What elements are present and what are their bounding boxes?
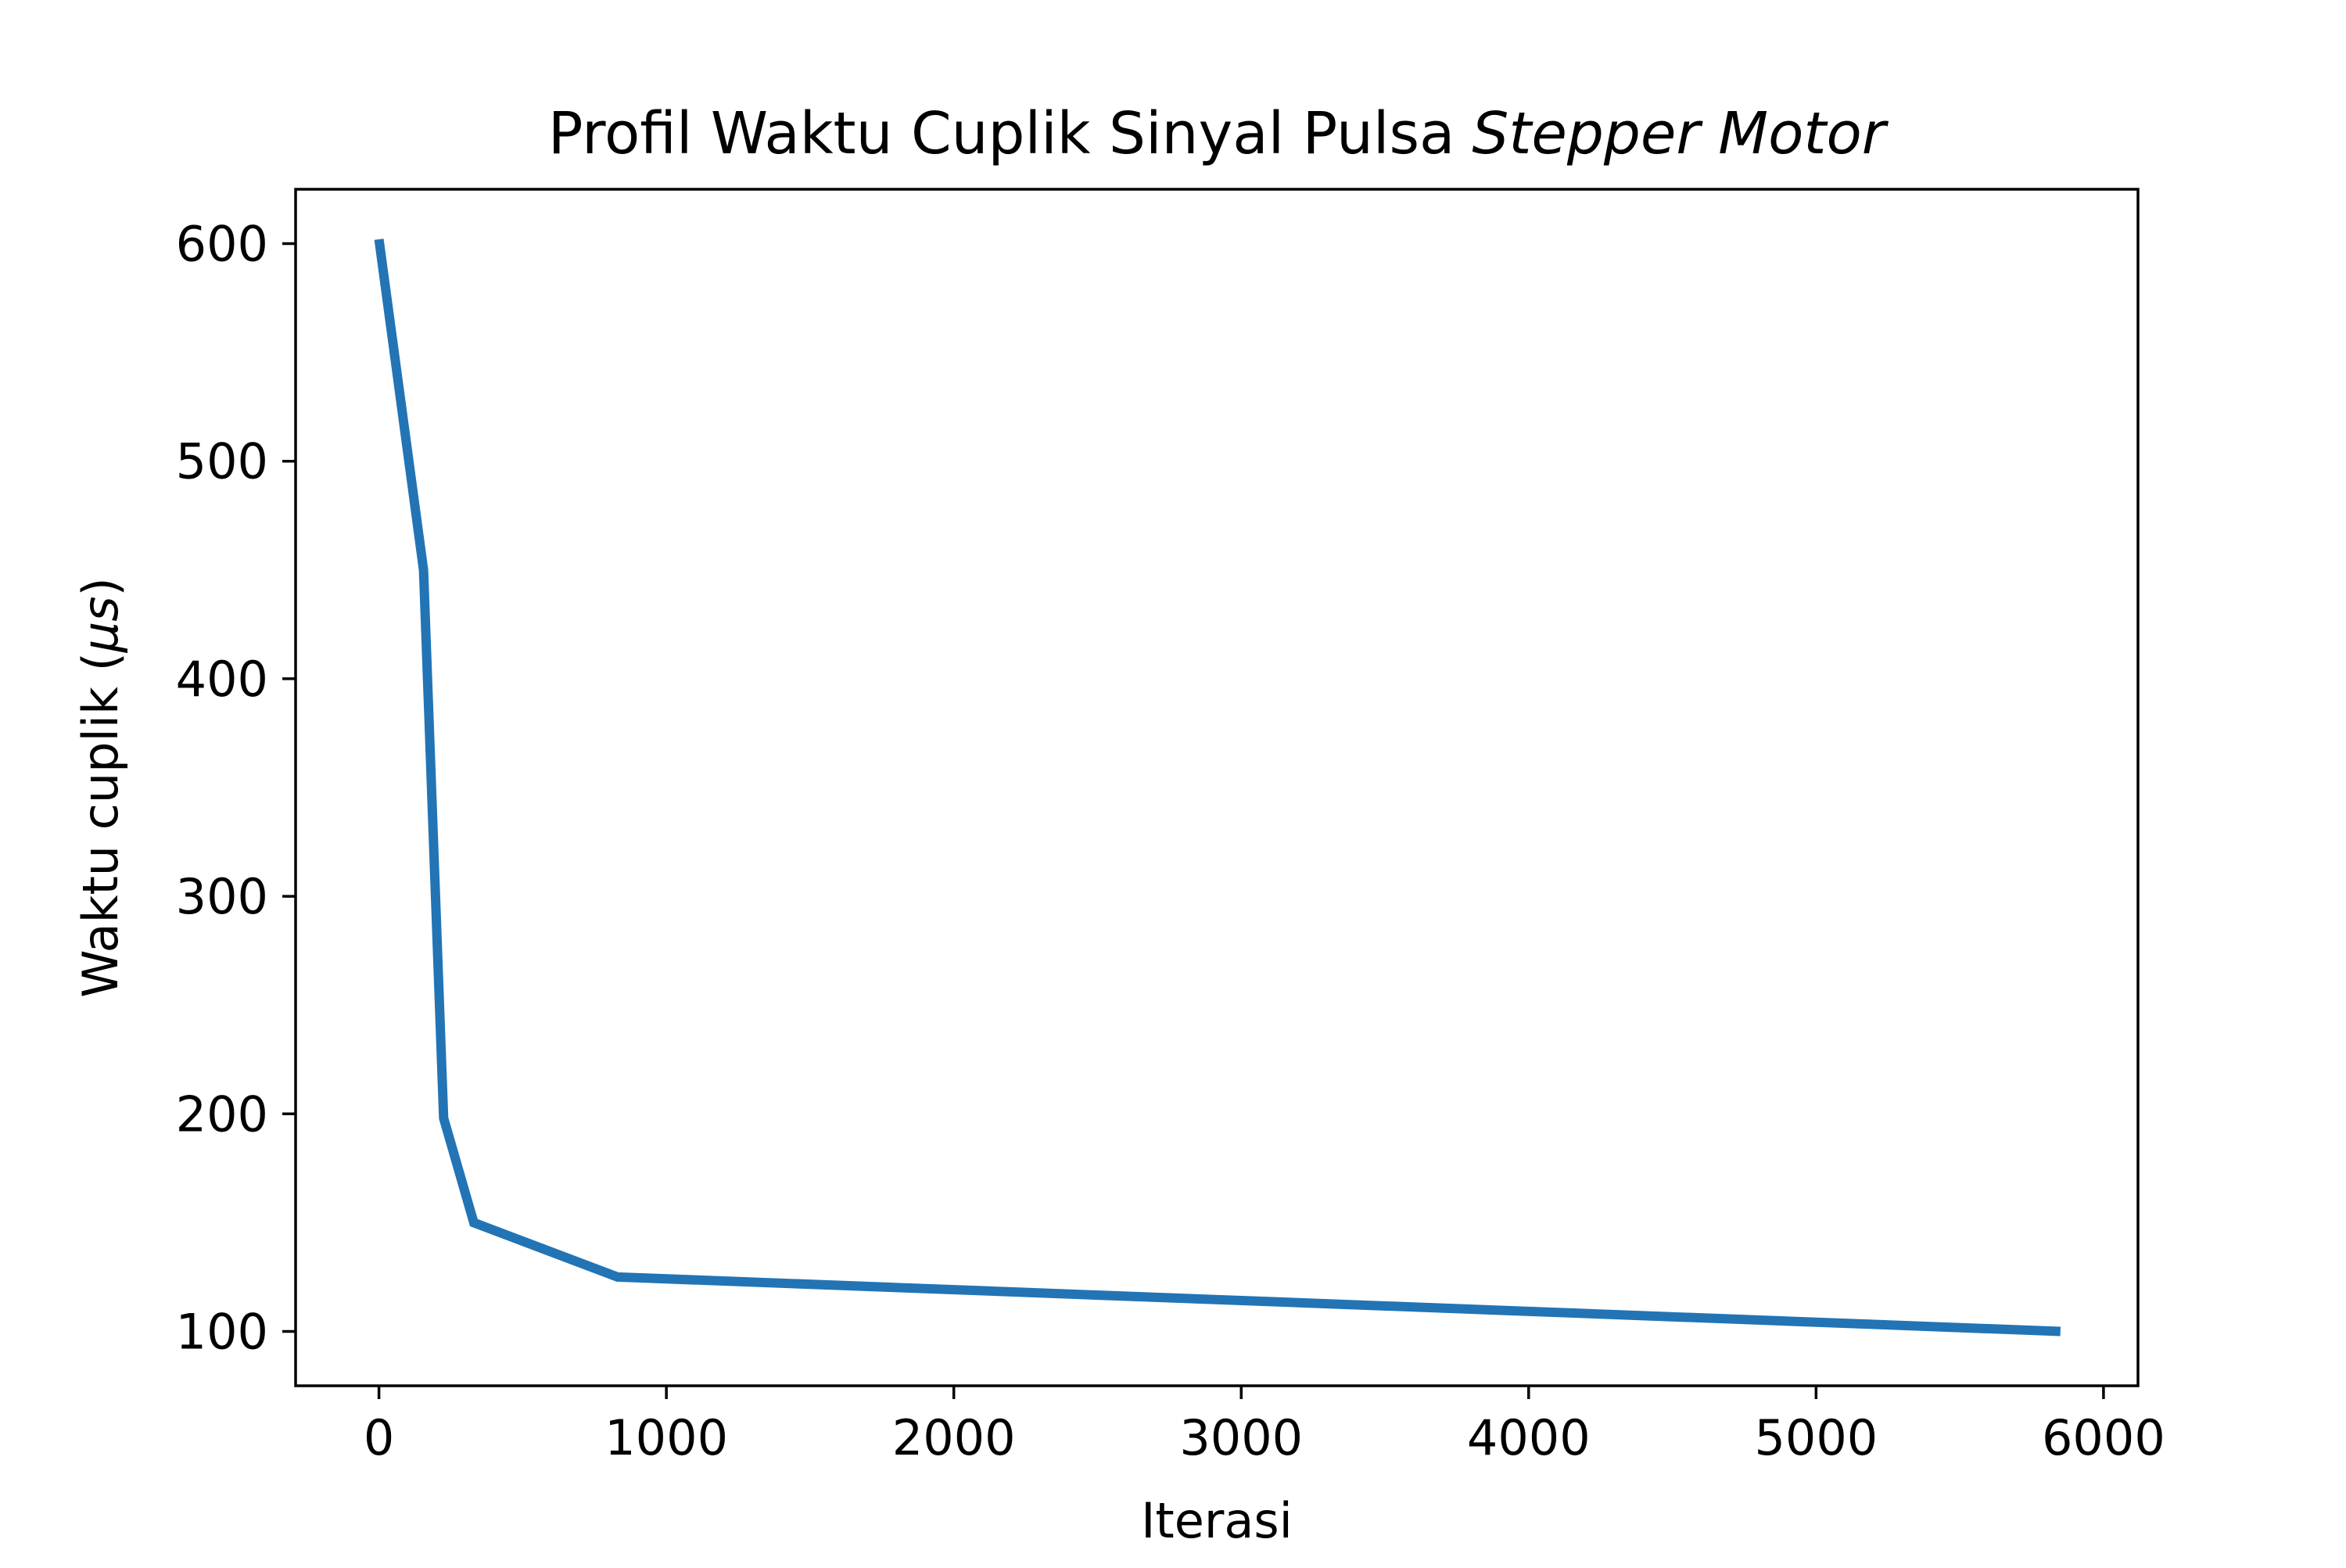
chart-title: Profil Waktu Cuplik Sinyal Pulsa Stepper … (548, 100, 1889, 167)
plot-series (374, 239, 2061, 1337)
y-tick-label: 600 (176, 216, 268, 273)
y-tick-label: 300 (176, 868, 268, 925)
y-tick-label: 500 (176, 433, 268, 490)
x-tick-label: 5000 (1754, 1409, 1878, 1466)
y-tick-label: 400 (176, 651, 268, 708)
series-line-0 (374, 239, 2061, 1337)
y-tick-label: 200 (176, 1085, 268, 1143)
x-tick-label: 1000 (604, 1409, 728, 1466)
x-tick-label: 0 (364, 1409, 394, 1466)
x-axis: 0 1000 2000 3000 4000 5000 6000 (364, 1386, 2165, 1466)
x-tick-label: 3000 (1179, 1409, 1303, 1466)
x-axis-label: Iterasi (1141, 1492, 1293, 1549)
y-axis-label-unit: μs (72, 596, 129, 653)
x-tick-label: 6000 (2042, 1409, 2165, 1466)
x-tick-label: 2000 (892, 1409, 1016, 1466)
plot-frame (294, 188, 2140, 1387)
y-axis: 100 200 300 400 500 600 (176, 216, 296, 1360)
chart-title-italic: Stepper Motor (1472, 100, 1889, 167)
chart-title-main: Profil Waktu Cuplik Sinyal Pulsa (548, 100, 1455, 167)
y-axis-label-prefix: Waktu cuplik ( (72, 652, 129, 998)
y-axis-label: Waktu cuplik (μs) (72, 577, 129, 998)
y-tick-label: 100 (176, 1303, 268, 1360)
y-axis-label-suffix: ) (72, 577, 129, 596)
x-tick-label: 4000 (1467, 1409, 1591, 1466)
